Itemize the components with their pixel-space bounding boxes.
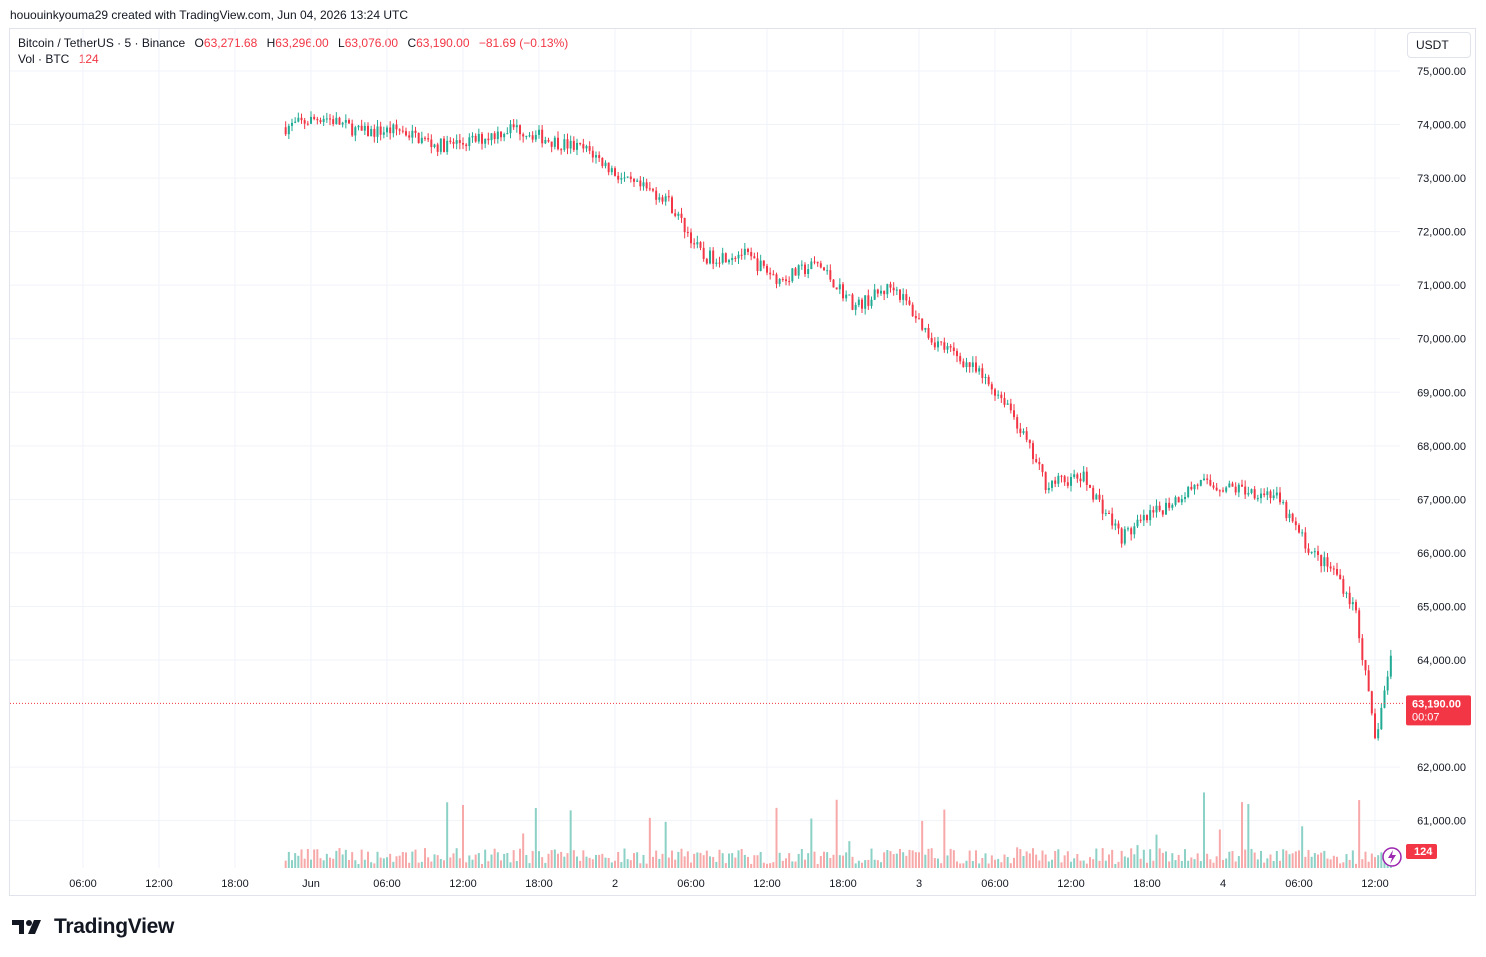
tradingview-logo[interactable]: TradingView: [12, 914, 174, 940]
legend-open-label: O: [194, 36, 204, 50]
legend-open-value: 63,271.68: [203, 36, 258, 50]
legend-price-row: Bitcoin / TetherUS · 5 · Binance O63,271…: [18, 35, 568, 51]
chart-legend: Bitcoin / TetherUS · 5 · Binance O63,271…: [18, 35, 568, 67]
legend-low-value: 63,076.00: [344, 36, 399, 50]
legend-symbol[interactable]: Bitcoin / TetherUS · 5 · Binance: [18, 36, 186, 50]
legend-change: −81.69 (−0.13%): [478, 36, 569, 50]
chart-frame[interactable]: [9, 28, 1476, 896]
legend-low-label: L: [338, 36, 345, 50]
created-by-text: hououinkyouma29 created with TradingView…: [10, 8, 409, 22]
tradingview-logo-text: TradingView: [54, 915, 175, 938]
legend-volume-label[interactable]: Vol · BTC: [18, 52, 70, 66]
legend-close-label: C: [407, 36, 417, 50]
legend-high-value: 63,296.00: [275, 36, 329, 50]
legend-volume-value: 124: [78, 52, 99, 66]
tradingview-logo-icon: [12, 920, 41, 934]
legend-high-label: H: [266, 36, 276, 50]
currency-button[interactable]: USDT: [1407, 32, 1471, 58]
legend-volume-row: Vol · BTC 124: [18, 51, 568, 67]
legend-close-value: 63,190.00: [416, 36, 470, 50]
